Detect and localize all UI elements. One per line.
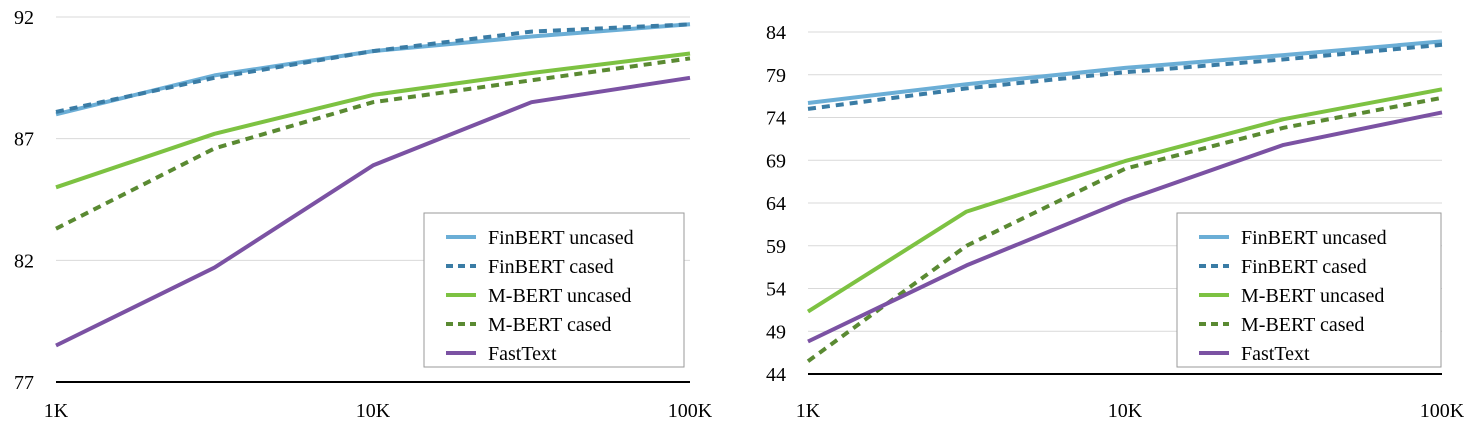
y-tick-label: 49 — [766, 321, 786, 343]
legend-label: M-BERT cased — [488, 314, 611, 336]
x-tick-label: 1K — [44, 400, 69, 422]
y-tick-label: 64 — [766, 193, 786, 215]
x-tick-label: 10K — [1108, 400, 1143, 422]
series-line-finbert-uncased — [807, 39, 1443, 105]
legend: FinBERT uncased FinBERT cased M-BERT uncas… — [1176, 212, 1442, 368]
y-tick-label: 59 — [766, 236, 786, 258]
x-tick-label: 10K — [356, 400, 391, 422]
legend-label: FinBERT cased — [1241, 256, 1367, 278]
legend-label: FastText — [1241, 343, 1310, 365]
legend-label: M-BERT cased — [1241, 314, 1364, 336]
y-tick-label: 77 — [14, 372, 34, 394]
y-tick-label: 69 — [766, 150, 786, 172]
x-tick-label: 100K — [1420, 400, 1465, 422]
y-tick-label: 87 — [14, 129, 34, 151]
series-line-finbert-cased — [55, 22, 691, 114]
chart-2: 44 49 54 59 64 69 74 79 84 1K 10K 100K FinBERT uncas… — [766, 22, 1465, 422]
legend: FinBERT uncased FinBERT cased M-BERT uncas… — [423, 212, 685, 368]
series-line-m-bert-cased — [806, 95, 1443, 363]
y-tick-label: 92 — [14, 7, 34, 29]
legend-label: M-BERT uncased — [1241, 285, 1384, 307]
series-line-finbert-cased — [807, 42, 1443, 111]
series-line-fasttext — [807, 110, 1443, 344]
y-tick-label: 44 — [766, 364, 786, 386]
y-tick-label: 82 — [14, 250, 34, 272]
y-tick-label: 54 — [766, 279, 786, 301]
series-line-fasttext — [55, 75, 691, 348]
x-tick-label: 100K — [668, 400, 713, 422]
x-tick-label: 1K — [796, 400, 821, 422]
y-tick-label: 84 — [766, 22, 786, 44]
y-tick-label: 74 — [766, 108, 786, 130]
series-line-m-bert-uncased — [806, 87, 1443, 314]
legend-label: FastText — [488, 343, 557, 365]
series-line-m-bert-uncased — [55, 51, 691, 190]
legend-label: FinBERT cased — [488, 256, 614, 278]
legend-label: FinBERT uncased — [1241, 227, 1387, 249]
series-line-m-bert-cased — [55, 56, 691, 231]
legend-label: FinBERT uncased — [488, 227, 634, 249]
y-tick-label: 79 — [766, 65, 786, 87]
legend-label: M-BERT uncased — [488, 285, 631, 307]
